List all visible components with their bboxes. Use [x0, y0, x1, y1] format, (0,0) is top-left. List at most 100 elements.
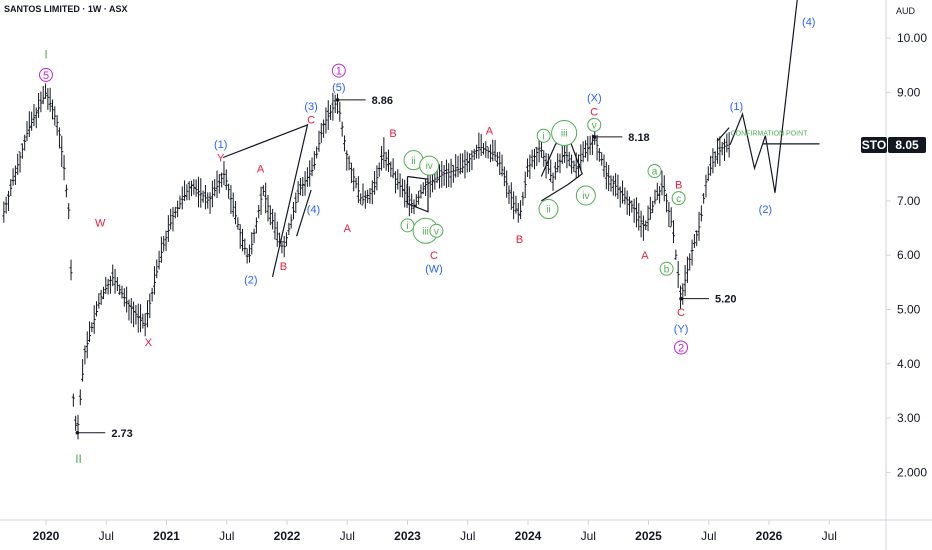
ohlc-bar-305	[709, 155, 713, 176]
wave-label-43: (4)	[802, 17, 815, 29]
ohlc-bar-179	[417, 190, 421, 205]
wave-label-10: (3)	[304, 101, 317, 113]
ohlc-bar-208	[484, 141, 488, 158]
ohlc-bar-206	[479, 133, 483, 156]
trendline-1	[296, 189, 312, 237]
ohlc-bar-147	[342, 135, 346, 152]
ohlc-bar-96	[224, 169, 228, 190]
ohlc-bar-237	[551, 172, 555, 191]
trendline-2	[406, 175, 429, 213]
x-tick-label-4: 2022	[274, 529, 301, 543]
ohlc-bar-54	[127, 299, 131, 321]
ohlc-bar-162	[377, 162, 381, 177]
last-price-label: 8.05	[895, 138, 919, 152]
ohlc-bar-224	[521, 191, 525, 206]
wave-label-17: C	[430, 250, 438, 262]
ohlc-bar-6	[16, 153, 20, 175]
ohlc-bar-157	[366, 189, 370, 203]
wave-label-circle	[331, 63, 346, 78]
last-price-marker[interactable]: STO 8.05	[861, 137, 926, 153]
ohlc-bar-223	[519, 200, 523, 220]
ohlc-bar-231	[537, 139, 541, 163]
ohlc-bar-73	[171, 207, 175, 232]
ohlc-bar-245	[570, 154, 574, 174]
wave-label-text: X	[145, 337, 153, 349]
ohlc-bar-132	[308, 160, 312, 187]
ohlc-bar-127	[296, 181, 300, 203]
ohlc-bar-212	[493, 139, 497, 162]
wave-label-12: (4)	[307, 204, 320, 216]
ohlc-bar-46	[108, 275, 112, 294]
ohlc-bar-137	[319, 122, 323, 143]
wave-label-14: (5)	[332, 82, 345, 94]
wave-label-40: 2	[674, 340, 689, 355]
ohlc-bar-124	[289, 214, 293, 229]
ohlc-bar-287	[667, 201, 671, 228]
ohlc-bar-114	[266, 194, 270, 222]
ohlc-bar-71	[166, 215, 170, 242]
ohlc-bar-19	[46, 88, 50, 110]
ohlc-bar-158	[368, 188, 372, 204]
wave-label-text: C	[677, 307, 685, 319]
wave-label-text: c	[676, 194, 681, 205]
trendline-5	[729, 0, 798, 193]
ohlc-bar-180	[419, 184, 423, 199]
wave-label-41: (1)	[730, 101, 743, 113]
wave-label-text: iii	[561, 129, 568, 140]
ohlc-bar-156	[363, 190, 367, 209]
currency-label: AUD	[896, 6, 916, 16]
x-tick-label-13: Jul	[822, 529, 837, 543]
ohlc-bar-128	[298, 178, 302, 196]
ohlc-bar-85	[199, 178, 203, 208]
ohlc-bar-298	[692, 233, 696, 249]
ohlc-bar-172	[400, 178, 404, 198]
wave-label-text: B	[280, 261, 287, 273]
wave-label-25: B	[516, 234, 523, 246]
ohlc-bar-196	[456, 155, 460, 178]
trendline-4	[716, 127, 730, 142]
ohlc-bar-13	[32, 104, 36, 127]
wave-label-33: a	[647, 164, 662, 179]
pivot-price: 5.20	[715, 294, 736, 306]
ohlc-bar-289	[672, 220, 676, 244]
x-tick-label-0: 2020	[33, 529, 60, 543]
ohlc-bar-133	[310, 157, 314, 177]
wave-label-circle	[429, 223, 444, 238]
wave-label-24: A	[486, 125, 494, 137]
ohlc-bar-77	[180, 186, 184, 210]
ohlc-bar-109	[254, 217, 258, 234]
wave-label-text: i	[543, 131, 545, 142]
ohlc-bar-278	[646, 205, 650, 232]
ohlc-bar-189	[440, 161, 444, 188]
wave-label-text: A	[257, 163, 265, 175]
ohlc-bar-146	[340, 121, 344, 137]
ohlc-bar-309	[718, 136, 722, 167]
x-tick-label-5: Jul	[340, 529, 355, 543]
pivot-2: 8.18	[592, 132, 650, 144]
ohlc-bar-123	[287, 222, 291, 236]
ohlc-bar-91	[213, 179, 217, 197]
ohlc-bar-277	[644, 220, 648, 231]
wave-label-38: C	[677, 307, 685, 319]
wave-label-42: (2)	[759, 204, 772, 216]
ohlc-bar-108	[252, 228, 256, 244]
ohlc-bar-89	[208, 192, 212, 214]
ohlc-bar-49	[115, 277, 119, 292]
ohlc-bar-218	[507, 185, 511, 204]
ohlc-bar-105	[245, 248, 249, 264]
ohlc-bar-229	[532, 148, 536, 170]
x-tick-label-9: Jul	[581, 529, 596, 543]
ohlc-bar-227	[528, 154, 532, 179]
wave-label-text: 2	[678, 342, 684, 354]
x-tick-label-12: 2026	[756, 529, 783, 543]
ohlc-bar-5	[13, 165, 17, 185]
ohlc-bar-32	[76, 414, 80, 440]
ohlc-bar-161	[375, 165, 379, 191]
wave-label-text: Y	[217, 152, 225, 164]
x-tick-label-7: Jul	[460, 529, 475, 543]
ohlc-bar-201	[468, 153, 472, 172]
ohlc-bar-230	[535, 146, 539, 167]
x-tick-label-6: 2023	[394, 529, 421, 543]
